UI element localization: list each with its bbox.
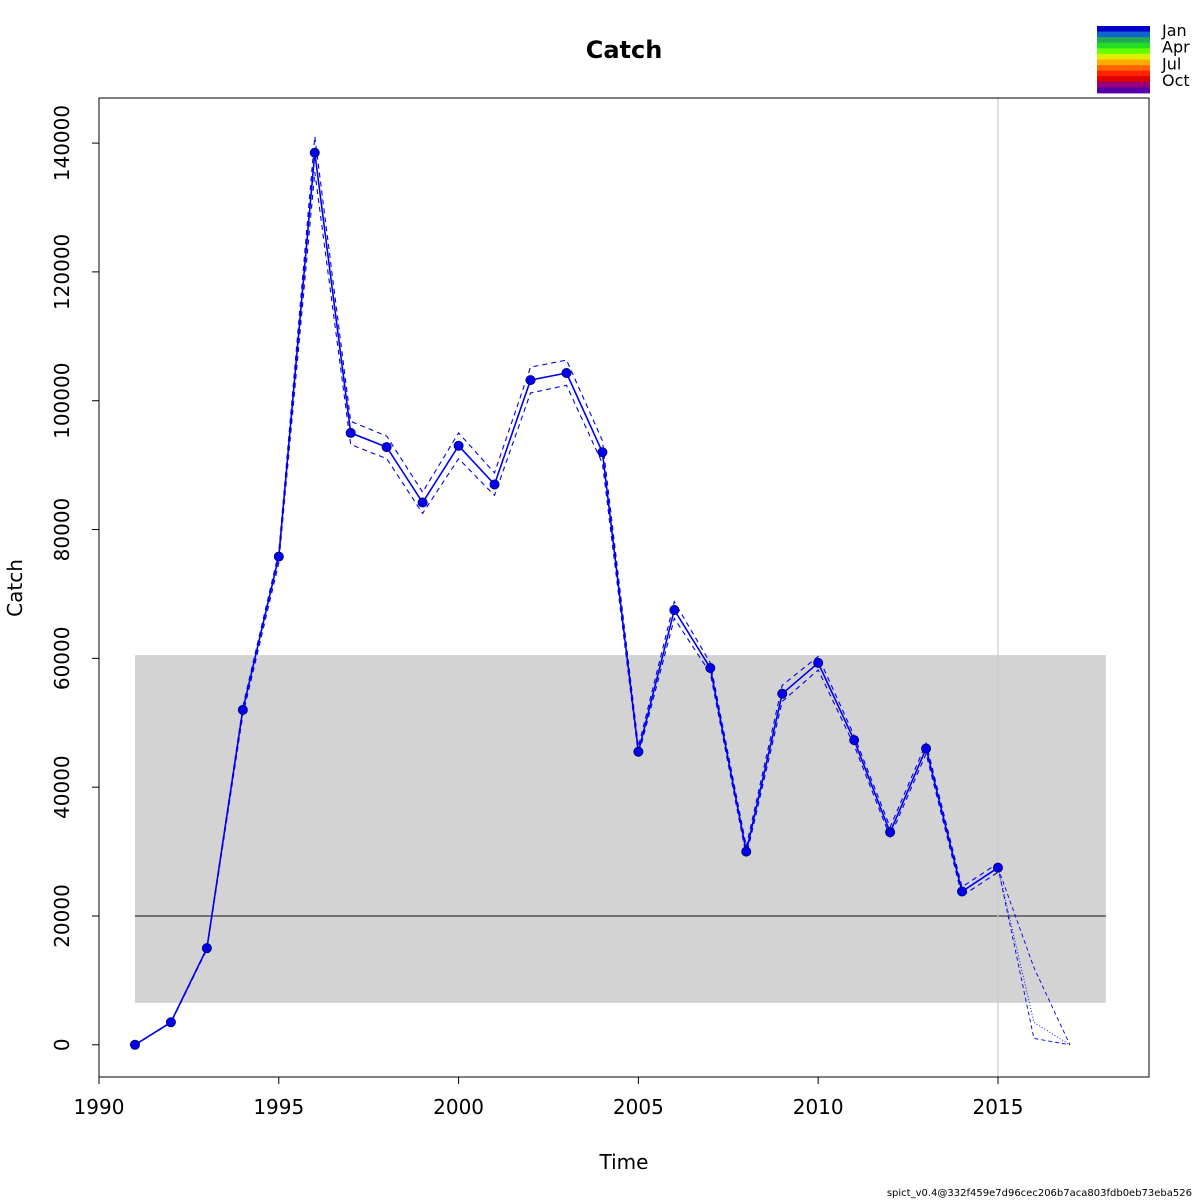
legend-swatch bbox=[1097, 48, 1150, 55]
data-point bbox=[561, 368, 572, 379]
y-axis-title: Catch bbox=[3, 559, 27, 617]
data-point bbox=[957, 886, 968, 897]
data-point bbox=[489, 479, 500, 490]
legend-label: Oct bbox=[1162, 71, 1190, 90]
x-axis-title: Time bbox=[599, 1150, 649, 1174]
data-point bbox=[309, 147, 320, 158]
legend-swatch bbox=[1097, 76, 1150, 83]
y-tick-label: 40000 bbox=[50, 755, 74, 819]
legend-swatch bbox=[1097, 26, 1150, 32]
series-line-lower bbox=[134, 172, 999, 1046]
y-tick-label: 60000 bbox=[50, 627, 74, 691]
data-point bbox=[849, 735, 860, 746]
data-point bbox=[453, 440, 464, 451]
x-tick-label: 2005 bbox=[613, 1095, 664, 1119]
data-point bbox=[273, 551, 284, 562]
legend-swatch bbox=[1097, 31, 1150, 38]
data-point bbox=[129, 1039, 140, 1050]
msy-band bbox=[134, 655, 1106, 1003]
legend-swatch bbox=[1097, 81, 1150, 88]
y-tick-label: 100000 bbox=[50, 363, 74, 439]
y-tick-label: 20000 bbox=[50, 884, 74, 948]
x-tick-label: 1995 bbox=[253, 1095, 304, 1119]
data-point bbox=[741, 846, 752, 857]
data-point bbox=[813, 657, 824, 668]
data-point bbox=[417, 497, 428, 508]
x-tick-label: 2015 bbox=[973, 1095, 1024, 1119]
legend-label: Jan bbox=[1161, 21, 1187, 40]
data-point bbox=[921, 743, 932, 754]
data-point bbox=[201, 943, 212, 954]
x-tick-label: 2010 bbox=[793, 1095, 844, 1119]
x-tick-label: 2000 bbox=[433, 1095, 484, 1119]
data-point bbox=[633, 746, 644, 757]
data-point bbox=[597, 447, 608, 458]
data-point bbox=[705, 663, 716, 674]
series-line-forecast-lower bbox=[997, 867, 1070, 1046]
plot-area: 1990 1995 2000 2005 2010 2015 0 20000 40000 60000… bbox=[50, 97, 1150, 1119]
legend-swatch bbox=[1097, 53, 1150, 60]
data-point bbox=[345, 427, 356, 438]
data-point bbox=[525, 375, 536, 386]
legend-swatch bbox=[1097, 42, 1150, 49]
x-tick-label: 1990 bbox=[74, 1095, 125, 1119]
data-point bbox=[165, 1017, 176, 1028]
data-point bbox=[237, 704, 248, 715]
data-point bbox=[669, 605, 680, 616]
y-tick-label: 120000 bbox=[50, 234, 74, 310]
data-point bbox=[992, 862, 1003, 873]
data-point bbox=[885, 827, 896, 838]
y-tick-label: 140000 bbox=[50, 105, 74, 181]
series-line-forecast-upper bbox=[997, 867, 1071, 1045]
legend-label: Jul bbox=[1161, 54, 1181, 73]
y-tick-label: 80000 bbox=[50, 498, 74, 562]
chart-title: Catch bbox=[586, 36, 663, 64]
data-point bbox=[381, 442, 392, 453]
version-footer: spict_v0.4@332f459e7d96cec206b7aca803fdb… bbox=[887, 1188, 1192, 1199]
legend-label: Apr bbox=[1162, 38, 1190, 57]
y-tick-label: 0 bbox=[50, 1038, 74, 1051]
legend-swatch bbox=[1097, 65, 1150, 72]
data-point bbox=[777, 688, 788, 699]
legend-swatch bbox=[1097, 87, 1150, 94]
legend-swatch bbox=[1097, 70, 1150, 77]
legend-swatch bbox=[1097, 59, 1150, 66]
legend-swatch bbox=[1097, 37, 1150, 44]
